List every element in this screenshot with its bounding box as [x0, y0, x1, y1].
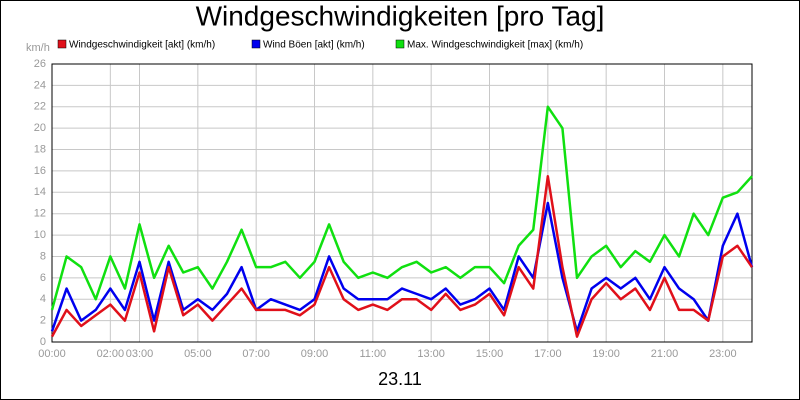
footer: 23.11 [378, 369, 422, 389]
legend-label: Wind Böen [akt] (km/h) [263, 40, 365, 51]
y-axis-label: km/h [26, 42, 50, 54]
series-line [50, 201, 754, 333]
x-tick-label: 13:00 [417, 348, 445, 360]
y-tick-label: 22 [34, 101, 46, 113]
plot-border [51, 63, 753, 343]
x-tick-label: 09:00 [301, 348, 329, 360]
chart-title: Windgeschwindigkeiten [pro Tag] [196, 0, 605, 31]
y-tick-label: 24 [34, 79, 46, 91]
legend-label: Max. Windgeschwindigkeit [max] (km/h) [407, 40, 583, 51]
series-line [50, 105, 753, 311]
y-tick-label: 4 [40, 293, 46, 305]
legend-label: Windgeschwindigkeit [akt] (km/h) [69, 40, 215, 51]
x-tick-label: 19:00 [592, 348, 620, 360]
x-tick-label: 11:00 [359, 348, 386, 360]
series-line [50, 175, 754, 338]
y-tick-label: 10 [34, 229, 46, 241]
y-tick-label: 2 [40, 315, 46, 327]
y-tick-label: 12 [34, 208, 46, 220]
y-tick-label: 8 [40, 250, 46, 262]
x-tick-label: 21:00 [651, 348, 679, 360]
x-tick-label: 15:00 [476, 348, 504, 360]
x-tick-label: 02:00 [97, 348, 125, 360]
y-tick-label: 16 [34, 165, 46, 177]
y-tick-label: 18 [34, 143, 46, 155]
x-tick-label: 03:00 [126, 348, 154, 360]
plot-area [52, 64, 752, 342]
legend-swatch [251, 39, 261, 49]
legend-swatch [57, 39, 67, 49]
x-tick-label: 07:00 [242, 348, 270, 360]
y-tick-label: 20 [34, 122, 46, 134]
y-tick-label: 6 [40, 272, 46, 284]
x-tick-label: 05:00 [184, 348, 212, 360]
y-tick-label: 0 [40, 336, 46, 348]
y-tick-label: 26 [34, 58, 46, 70]
x-tick-label: 17:00 [534, 348, 562, 360]
legend-swatch [395, 39, 405, 49]
x-tick-label: 23:00 [709, 348, 737, 360]
y-tick-label: 14 [34, 186, 46, 198]
x-tick-label: 00:00 [38, 348, 66, 360]
